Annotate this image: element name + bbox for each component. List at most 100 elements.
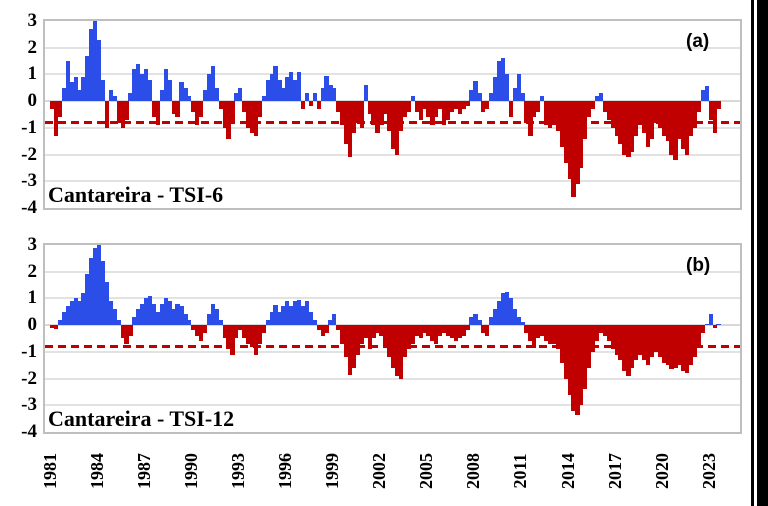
positive-bar xyxy=(100,261,106,326)
negative-bar xyxy=(430,325,435,342)
negative-bar xyxy=(689,101,694,136)
positive-bar xyxy=(218,319,223,326)
negative-bar xyxy=(602,101,607,112)
negative-bar xyxy=(316,101,321,110)
negative-bar xyxy=(649,101,655,139)
chart-a-title: Cantareira - TSI-6 xyxy=(48,182,224,207)
negative-bar xyxy=(692,101,698,128)
negative-bar xyxy=(606,101,611,120)
negative-bar xyxy=(426,325,431,336)
negative-bar xyxy=(630,101,635,152)
negative-bar xyxy=(673,101,678,160)
positive-bar xyxy=(328,85,333,102)
positive-bar xyxy=(304,93,310,102)
positive-bar xyxy=(69,301,74,326)
negative-bar xyxy=(532,101,537,118)
negative-bar xyxy=(434,101,439,118)
positive-bar xyxy=(214,87,219,102)
positive-bar xyxy=(493,309,498,326)
positive-bar xyxy=(493,77,498,102)
negative-bar xyxy=(371,101,376,126)
x-tick-label-2014: 2014 xyxy=(557,453,578,489)
negative-bar xyxy=(383,101,388,115)
negative-bar xyxy=(124,101,129,120)
negative-bar xyxy=(457,101,462,115)
negative-bar xyxy=(308,101,313,107)
negative-bar xyxy=(198,325,204,342)
positive-bar xyxy=(97,39,102,102)
positive-bar xyxy=(469,90,474,102)
positive-bar xyxy=(108,301,114,326)
positive-bar xyxy=(81,293,86,326)
negative-bar xyxy=(465,325,470,331)
negative-bar xyxy=(641,101,647,134)
negative-bar xyxy=(540,325,545,336)
negative-bar xyxy=(551,101,557,126)
positive-bar xyxy=(324,75,329,102)
positive-bar xyxy=(57,319,63,326)
positive-bar xyxy=(504,291,509,326)
negative-bar xyxy=(395,101,400,155)
negative-bar xyxy=(230,101,235,123)
x-tick-label-1984: 1984 xyxy=(87,453,108,489)
positive-bar xyxy=(489,93,494,102)
y-tick-label: 0 xyxy=(27,90,38,112)
x-tick-label-1987: 1987 xyxy=(134,453,155,489)
positive-bar xyxy=(144,69,149,102)
gridline-y2 xyxy=(45,270,740,273)
positive-bar xyxy=(281,87,286,102)
negative-bar xyxy=(418,101,423,120)
y-tick-label: -2 xyxy=(21,143,37,165)
negative-bar xyxy=(222,325,227,339)
positive-bar xyxy=(285,301,290,326)
y-tick-label: 0 xyxy=(27,314,38,336)
negative-bar xyxy=(606,325,611,342)
positive-bar xyxy=(269,311,274,326)
positive-bar xyxy=(473,81,478,102)
negative-bar xyxy=(614,101,619,136)
negative-bar xyxy=(340,101,345,126)
negative-bar xyxy=(50,101,55,110)
negative-bar xyxy=(536,325,541,339)
positive-bar xyxy=(540,95,545,102)
positive-bar xyxy=(512,309,517,326)
negative-bar xyxy=(418,325,423,339)
negative-bar xyxy=(579,101,584,168)
negative-bar xyxy=(453,325,459,342)
y-tick-label: -4 xyxy=(21,421,37,442)
positive-bar xyxy=(512,87,517,102)
negative-bar xyxy=(191,325,196,331)
negative-bar xyxy=(638,325,643,355)
positive-bar xyxy=(187,319,192,326)
negative-bar xyxy=(257,325,262,344)
negative-bar xyxy=(622,101,627,155)
negative-bar xyxy=(708,101,713,120)
negative-bar xyxy=(681,101,686,150)
negative-bar xyxy=(438,325,443,336)
positive-bar xyxy=(496,61,502,102)
positive-bar xyxy=(163,298,168,326)
positive-bar xyxy=(136,63,141,102)
negative-bar xyxy=(669,101,674,155)
negative-bar xyxy=(445,325,451,336)
negative-bar xyxy=(422,325,427,334)
positive-bar xyxy=(77,90,82,102)
x-tick-label-1981: 1981 xyxy=(40,453,60,489)
negative-bar xyxy=(442,325,447,334)
positive-bar xyxy=(293,301,298,326)
x-tick-label-2017: 2017 xyxy=(604,453,625,489)
positive-bar xyxy=(477,93,482,102)
negative-bar xyxy=(591,101,596,110)
negative-bar xyxy=(257,101,262,118)
positive-bar xyxy=(65,61,70,102)
positive-bar xyxy=(700,90,705,102)
y-tick-label: -3 xyxy=(21,170,37,192)
positive-bar xyxy=(93,247,98,326)
negative-bar xyxy=(383,325,388,347)
negative-bar xyxy=(395,325,400,376)
negative-bar xyxy=(696,101,702,112)
negative-bar xyxy=(677,101,682,139)
negative-bar xyxy=(626,325,631,376)
positive-bar xyxy=(69,82,74,102)
negative-bar xyxy=(57,101,63,118)
